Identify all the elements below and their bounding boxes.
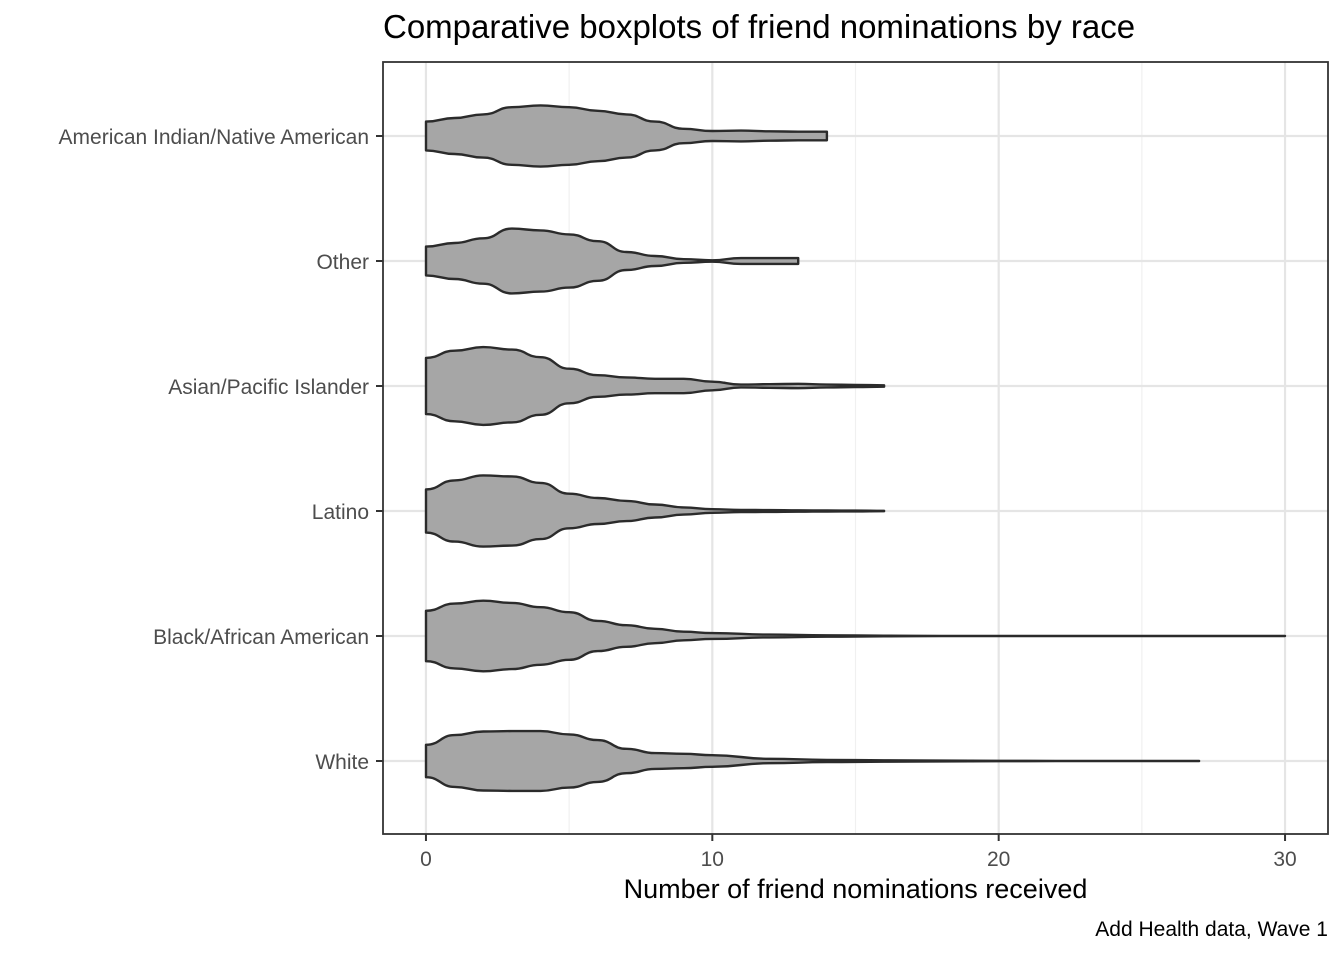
y-tick-label: Latino — [312, 501, 369, 524]
x-tick-label: 10 — [701, 848, 724, 871]
grid-minor — [568, 62, 1143, 834]
y-axis: American Indian/Native American Other Asia… — [59, 126, 383, 774]
x-tick-label: 0 — [420, 848, 432, 871]
violin-american-indian-native-american — [424, 104, 829, 168]
caption: Add Health data, Wave 1 — [1095, 918, 1328, 941]
y-tick-label: Asian/Pacific Islander — [168, 376, 369, 399]
x-tick-label: 30 — [1273, 848, 1296, 871]
violin-other — [424, 227, 800, 295]
violins — [424, 104, 1287, 793]
panel-border — [382, 61, 1329, 835]
y-tick-label: Black/African American — [153, 626, 369, 649]
violin-latino — [424, 474, 886, 548]
violin-white — [424, 729, 1201, 793]
y-tick-label: Other — [316, 251, 369, 274]
x-axis: 0 10 20 30 — [420, 834, 1297, 871]
y-tick-label: White — [315, 751, 369, 774]
chart-title: Comparative boxplots of friend nominatio… — [383, 8, 1136, 45]
y-tick-label: American Indian/Native American — [59, 126, 369, 149]
violin-asian-pacific-islander — [424, 345, 886, 427]
x-tick-label: 20 — [987, 848, 1010, 871]
violin-black-african-american — [424, 599, 1287, 673]
x-axis-title: Number of friend nominations received — [623, 874, 1088, 904]
